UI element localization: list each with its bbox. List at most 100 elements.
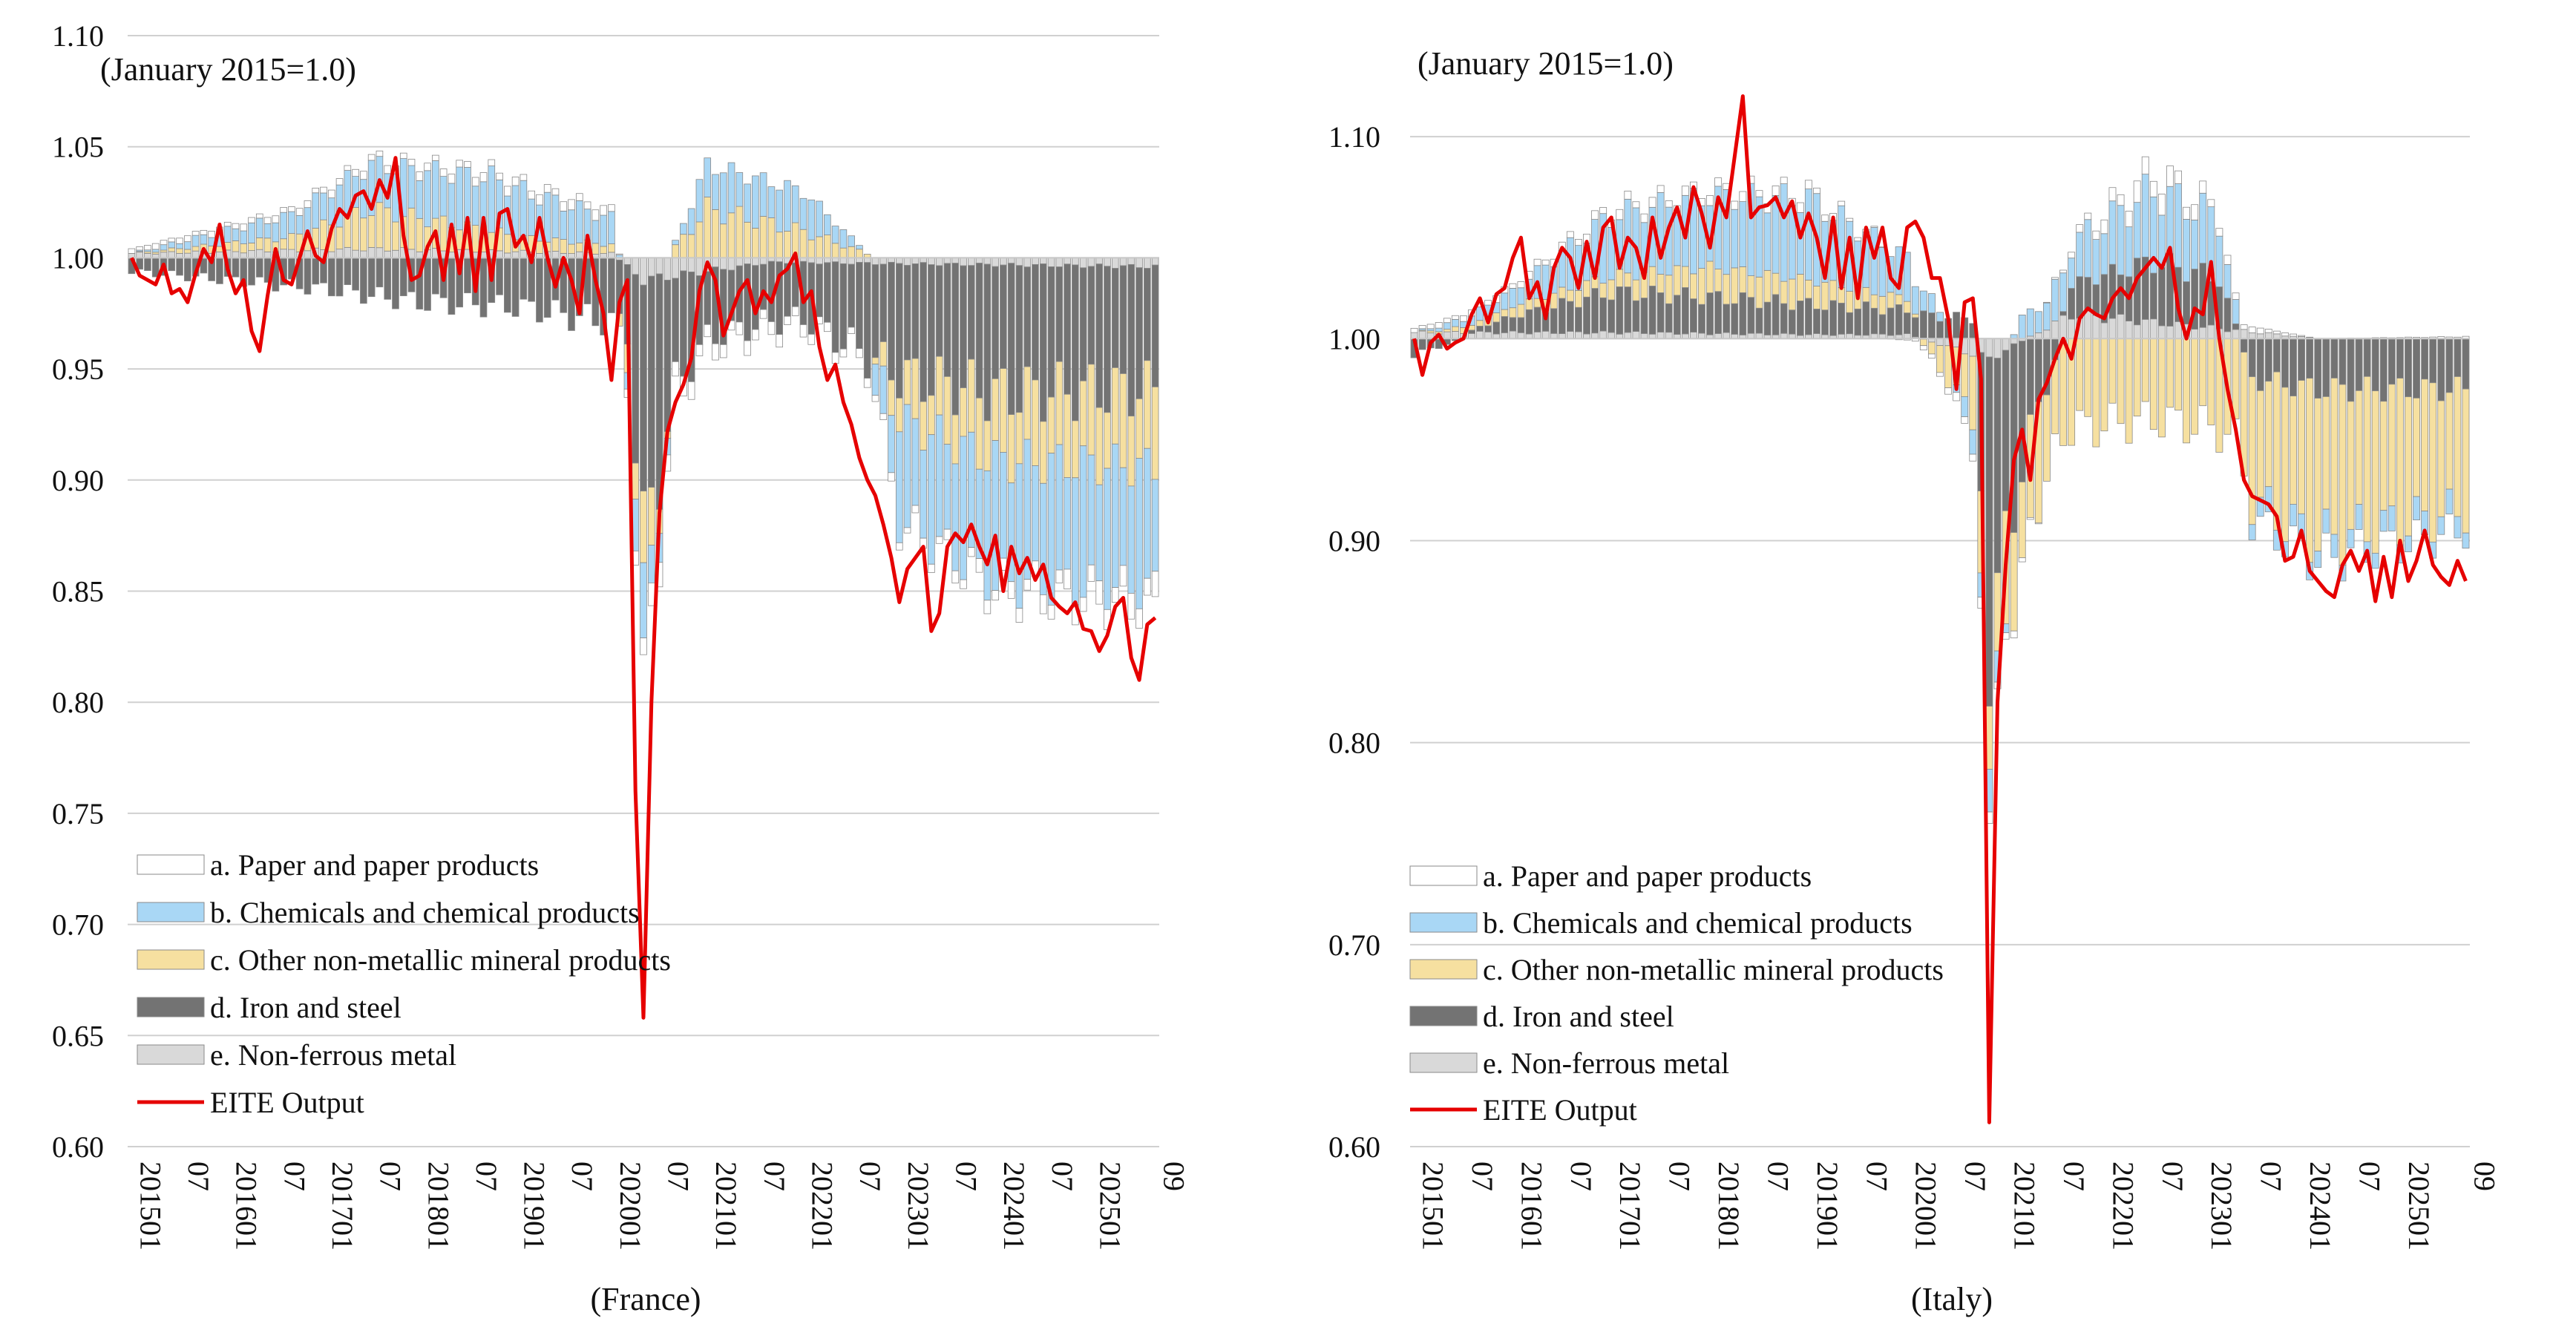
bar-nonferrous bbox=[1095, 257, 1104, 265]
bar-iron bbox=[2183, 281, 2191, 325]
bar-nonferrous bbox=[1015, 257, 1023, 266]
bar-iron bbox=[824, 262, 831, 323]
bar-paper bbox=[1821, 214, 1829, 222]
eite-output-line bbox=[130, 156, 1157, 1020]
bar-iron bbox=[1032, 263, 1039, 381]
bar-paper bbox=[255, 213, 263, 219]
bar-chem bbox=[2183, 219, 2191, 282]
bar-nonferrous bbox=[623, 257, 632, 265]
bar-paper bbox=[1731, 200, 1739, 210]
bar-chem bbox=[2076, 232, 2084, 278]
bar-paper bbox=[551, 188, 560, 196]
bar-mineral bbox=[1426, 330, 1435, 334]
bar-iron bbox=[608, 257, 615, 313]
bar-mineral bbox=[1698, 268, 1705, 305]
x-tick-label: 201801 bbox=[1712, 1161, 1746, 1251]
bar-paper bbox=[384, 165, 392, 174]
bar-mineral bbox=[1780, 281, 1788, 304]
bar-paper bbox=[967, 547, 975, 557]
bar-chem bbox=[960, 436, 967, 580]
legend-label: EITE Output bbox=[210, 1086, 364, 1119]
bar-iron bbox=[367, 257, 376, 298]
bar-iron bbox=[424, 257, 431, 311]
bar-mineral bbox=[232, 240, 240, 252]
bar-paper bbox=[1640, 213, 1648, 223]
bar-nonferrous bbox=[2141, 318, 2149, 339]
bar-mineral bbox=[240, 243, 248, 254]
bar-nonferrous bbox=[1714, 333, 1723, 339]
bar-paper bbox=[1961, 416, 1969, 424]
bar-chem bbox=[831, 226, 839, 244]
bar-paper bbox=[320, 186, 327, 194]
bar-paper bbox=[1517, 281, 1525, 289]
bar-mineral bbox=[856, 249, 863, 258]
bar-chem bbox=[600, 214, 607, 247]
bar-nonferrous bbox=[1780, 332, 1788, 339]
bar-nonferrous bbox=[2174, 321, 2182, 339]
bar-chem bbox=[551, 194, 560, 238]
bar-paper bbox=[1063, 568, 1071, 589]
bar-nonferrous bbox=[839, 257, 848, 264]
bar-paper bbox=[1870, 226, 1878, 228]
bar-mineral bbox=[704, 197, 712, 258]
bar-chem bbox=[983, 470, 992, 601]
y-tick-label: 1.00 bbox=[1328, 322, 1380, 355]
bar-chem bbox=[2141, 174, 2149, 258]
legend-label: d. Iron and steel bbox=[210, 991, 402, 1024]
y-tick-label: 0.90 bbox=[1328, 524, 1380, 557]
bar-iron bbox=[1624, 286, 1632, 333]
bar-paper bbox=[1772, 186, 1780, 196]
bar-paper bbox=[191, 231, 200, 236]
x-tick-label: 07 bbox=[182, 1161, 215, 1191]
x-tick-label: 201801 bbox=[422, 1161, 455, 1251]
bar-iron bbox=[2347, 338, 2355, 402]
bar-paper bbox=[1151, 571, 1159, 597]
y-tick-label: 1.10 bbox=[1328, 120, 1380, 154]
bar-iron bbox=[992, 266, 999, 379]
y-tick-label: 0.80 bbox=[1328, 727, 1380, 760]
bar-mineral bbox=[1451, 326, 1459, 332]
bar-iron bbox=[399, 257, 407, 297]
bar-nonferrous bbox=[1111, 257, 1119, 269]
bar-chem bbox=[1135, 458, 1143, 609]
bar-paper bbox=[416, 171, 424, 181]
bar-nonferrous bbox=[1755, 332, 1763, 339]
bar-paper bbox=[1451, 315, 1459, 320]
bar-chem bbox=[647, 545, 655, 583]
bar-iron bbox=[2149, 272, 2157, 320]
bar-paper bbox=[1015, 608, 1023, 623]
bar-mineral bbox=[672, 244, 679, 258]
bar-nonferrous bbox=[1072, 257, 1079, 266]
bar-nonferrous bbox=[1451, 331, 1459, 339]
bar-paper bbox=[128, 248, 136, 254]
bar-mineral bbox=[575, 242, 583, 252]
bar-paper bbox=[160, 240, 168, 246]
bar-chem bbox=[735, 172, 744, 207]
bar-chem bbox=[1151, 479, 1159, 572]
bar-nonferrous bbox=[1135, 257, 1143, 269]
bar-nonferrous bbox=[1624, 332, 1632, 339]
bar-iron bbox=[2330, 338, 2339, 378]
bar-nonferrous bbox=[1007, 257, 1015, 264]
bar-paper bbox=[1484, 300, 1492, 306]
x-tick-label: 201701 bbox=[1613, 1161, 1647, 1251]
bar-chem bbox=[848, 235, 855, 247]
bar-iron bbox=[1072, 264, 1079, 422]
bar-nonferrous bbox=[407, 249, 416, 258]
bar-paper bbox=[1410, 327, 1418, 333]
bar-chem bbox=[712, 174, 719, 210]
bar-iron bbox=[1927, 312, 1936, 339]
bar-paper bbox=[2026, 517, 2034, 520]
bar-mineral bbox=[280, 238, 287, 250]
bar-chem bbox=[1878, 247, 1887, 297]
bar-iron bbox=[1953, 312, 1961, 339]
bar-iron bbox=[2355, 338, 2363, 391]
bar-mineral bbox=[504, 234, 511, 254]
bar-paper bbox=[200, 229, 208, 235]
bar-paper bbox=[2290, 333, 2297, 337]
y-tick-label: 0.70 bbox=[1328, 928, 1380, 962]
bar-paper bbox=[1079, 597, 1087, 612]
bar-nonferrous bbox=[935, 257, 943, 266]
bar-paper bbox=[248, 217, 255, 223]
bar-chem bbox=[799, 197, 807, 230]
